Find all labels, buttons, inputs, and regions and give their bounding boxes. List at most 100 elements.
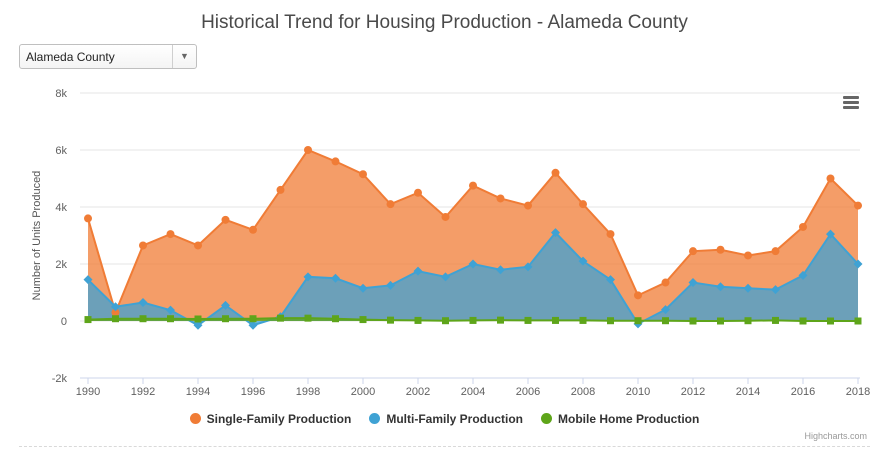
data-point [138, 297, 148, 307]
data-point [304, 146, 312, 154]
data-point [111, 308, 120, 317]
chevron-down-icon[interactable]: ▼ [172, 45, 196, 68]
x-tick-label: 2002 [406, 386, 430, 398]
data-point [853, 259, 863, 269]
data-point [634, 291, 642, 300]
data-point [248, 320, 258, 330]
data-point [497, 316, 504, 324]
data-point [771, 247, 780, 256]
data-point [276, 185, 285, 194]
data-point [688, 278, 698, 288]
data-point [166, 230, 175, 239]
y-tick-label: 4k [55, 202, 67, 214]
data-point [304, 314, 312, 322]
data-point [771, 285, 780, 295]
data-point [441, 212, 450, 221]
data-point [799, 222, 807, 231]
data-point [744, 251, 752, 260]
data-point [662, 317, 669, 325]
data-point [83, 275, 93, 285]
legend-item[interactable]: Mobile Home Production [541, 412, 699, 426]
series-area-1 [88, 232, 858, 326]
x-tick-label: 1992 [131, 386, 155, 398]
x-tick-label: 2014 [736, 386, 760, 398]
y-tick-label: 6k [55, 145, 67, 157]
data-point [387, 316, 394, 324]
data-point [193, 320, 203, 330]
county-select-value: Alameda County [26, 50, 115, 64]
data-point [743, 283, 753, 293]
data-point [111, 302, 120, 312]
data-point [827, 317, 834, 325]
data-point [578, 256, 588, 266]
x-tick-label: 2016 [791, 386, 815, 398]
data-point [469, 181, 477, 190]
data-point [194, 315, 202, 323]
hamburger-menu-icon[interactable] [843, 96, 859, 110]
data-point [139, 241, 147, 250]
divider [19, 446, 870, 447]
data-point [524, 316, 532, 324]
data-point [139, 315, 147, 323]
data-point [331, 157, 340, 166]
data-point [222, 315, 229, 323]
data-point [744, 317, 752, 325]
data-point [551, 228, 560, 238]
data-point [496, 194, 505, 203]
x-tick-label: 2018 [846, 386, 870, 398]
data-point [606, 275, 615, 285]
data-point [552, 316, 559, 324]
data-point [84, 316, 92, 324]
data-point [798, 270, 808, 280]
data-point [579, 200, 587, 209]
data-point [441, 272, 450, 282]
data-point [523, 262, 533, 272]
x-tick-label: 2010 [626, 386, 650, 398]
data-point [386, 280, 395, 290]
legend-item[interactable]: Single-Family Production [189, 412, 351, 426]
data-point [607, 317, 614, 325]
data-point [661, 278, 670, 287]
county-select[interactable]: Alameda County ▼ [19, 44, 197, 69]
credits-link[interactable]: Highcharts.com [804, 431, 867, 441]
data-point [442, 317, 449, 325]
y-tick-label: 2k [55, 259, 67, 271]
x-tick-label: 2008 [571, 386, 595, 398]
data-point [661, 305, 670, 315]
y-axis-title: Number of Units Produced [31, 171, 43, 301]
x-tick-label: 1998 [296, 386, 320, 398]
y-tick-label: 0 [61, 316, 67, 328]
data-point [826, 174, 835, 183]
data-point [358, 283, 368, 293]
data-point [717, 317, 724, 325]
data-point [826, 229, 835, 239]
data-point [277, 314, 284, 322]
data-point [303, 272, 313, 282]
data-point [84, 214, 92, 223]
x-tick-label: 2006 [516, 386, 540, 398]
data-point [496, 265, 505, 275]
data-point [854, 201, 862, 210]
x-tick-label: 2012 [681, 386, 705, 398]
data-point [332, 315, 339, 323]
data-point [468, 259, 478, 269]
data-point [331, 273, 340, 283]
legend-item[interactable]: Multi-Family Production [369, 412, 523, 426]
data-point [413, 266, 423, 276]
legend-marker-icon [189, 413, 201, 424]
data-point [606, 230, 615, 239]
data-point [249, 225, 257, 234]
x-tick-label: 1990 [76, 386, 100, 398]
data-point [221, 300, 230, 310]
x-tick-label: 2000 [351, 386, 375, 398]
data-point [772, 316, 779, 324]
data-point [414, 188, 422, 197]
x-tick-label: 1996 [241, 386, 265, 398]
data-point [194, 241, 202, 250]
legend-marker-icon [541, 413, 552, 424]
y-tick-label: 8k [55, 88, 67, 100]
data-point [634, 317, 642, 325]
data-point [414, 316, 422, 324]
data-point [359, 170, 367, 179]
data-point [221, 215, 230, 224]
